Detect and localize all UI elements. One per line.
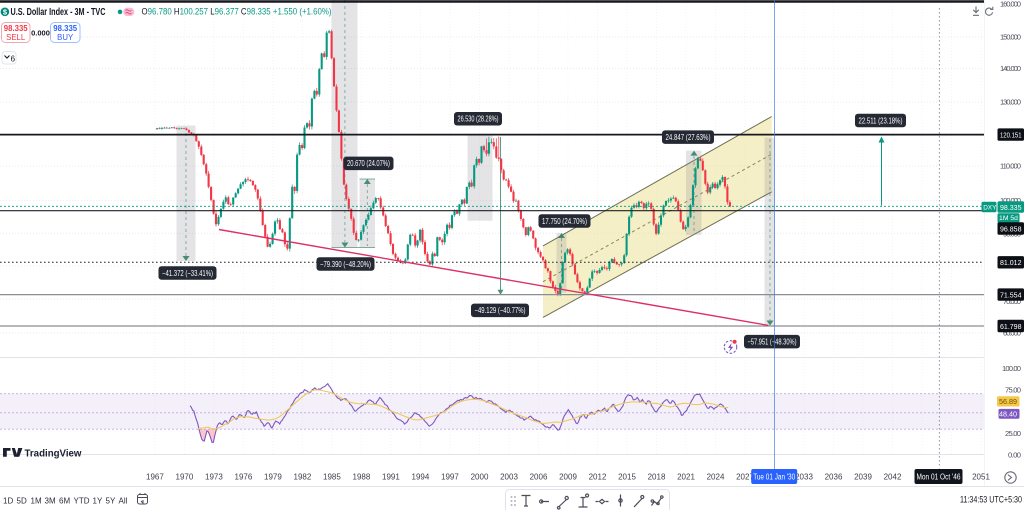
svg-text:110.000: 110.000: [1000, 162, 1021, 171]
svg-text:2012: 2012: [589, 473, 607, 482]
svg-text:2021: 2021: [677, 473, 695, 482]
svg-text:Mon 01 Oct '46: Mon 01 Oct '46: [917, 472, 961, 481]
svg-text:SELL: SELL: [6, 33, 26, 42]
svg-text:2015: 2015: [618, 473, 636, 482]
svg-text:−41.372 (−33.41%): −41.372 (−33.41%): [162, 269, 213, 278]
svg-text:160.000: 160.000: [1000, 0, 1021, 9]
svg-text:2000: 2000: [471, 473, 489, 482]
svg-text:6M: 6M: [59, 497, 70, 506]
svg-text:0.000: 0.000: [31, 28, 50, 37]
svg-text:1997: 1997: [441, 473, 459, 482]
svg-text:26.530 (28.28%): 26.530 (28.28%): [458, 115, 499, 124]
svg-text:1991: 1991: [382, 473, 400, 482]
svg-text:98.335: 98.335: [1000, 203, 1022, 212]
svg-text:130.000: 130.000: [1000, 98, 1021, 107]
svg-text:70.000: 70.000: [1003, 297, 1021, 306]
svg-text:2024: 2024: [707, 473, 725, 482]
svg-text:60.000: 60.000: [1003, 329, 1021, 338]
svg-text:1979: 1979: [264, 473, 282, 482]
svg-text:2027: 2027: [736, 473, 754, 482]
svg-text:2003: 2003: [500, 473, 518, 482]
svg-text:98.335: 98.335: [53, 24, 78, 33]
svg-text:1967: 1967: [146, 473, 164, 482]
svg-text:YTD: YTD: [74, 497, 90, 506]
svg-text:1M: 1M: [31, 497, 42, 506]
svg-text:24.847 (27.63%): 24.847 (27.63%): [666, 133, 711, 142]
svg-text:56.89: 56.89: [999, 397, 1017, 406]
svg-text:2039: 2039: [854, 473, 872, 482]
svg-text:17.750 (24.70%): 17.750 (24.70%): [542, 217, 587, 226]
svg-text:6: 6: [11, 54, 16, 63]
svg-text:1M 5d: 1M 5d: [999, 215, 1018, 222]
svg-text:1985: 1985: [323, 473, 341, 482]
svg-text:25.00: 25.00: [1005, 429, 1021, 438]
svg-text:2042: 2042: [884, 473, 902, 482]
svg-text:1973: 1973: [205, 473, 223, 482]
svg-text:−49.129 (−40.77%): −49.129 (−40.77%): [475, 306, 526, 315]
svg-text:1Y: 1Y: [93, 497, 103, 506]
svg-text:96.858: 96.858: [1000, 224, 1022, 233]
svg-text:1D: 1D: [3, 497, 13, 506]
svg-text:11:34:53 UTC+5:30: 11:34:53 UTC+5:30: [960, 495, 1022, 505]
svg-text:$: $: [3, 8, 8, 17]
svg-text:150.000: 150.000: [1000, 33, 1021, 42]
svg-text:−79.390 (−48.20%): −79.390 (−48.20%): [320, 260, 371, 269]
svg-text:1970: 1970: [176, 473, 194, 482]
svg-text:98.335: 98.335: [4, 24, 29, 33]
svg-text:2033: 2033: [795, 473, 813, 482]
svg-text:71.554: 71.554: [1000, 290, 1022, 299]
svg-text:5Y: 5Y: [106, 497, 116, 506]
svg-text:2009: 2009: [559, 473, 577, 482]
svg-text:All: All: [119, 497, 128, 506]
svg-text:DXY: DXY: [983, 204, 997, 211]
svg-text:Tue 01 Jan '30: Tue 01 Jan '30: [753, 472, 796, 481]
svg-text:48.40: 48.40: [999, 410, 1017, 419]
svg-text:2036: 2036: [825, 473, 843, 482]
svg-text:1982: 1982: [294, 473, 312, 482]
svg-text:81.012: 81.012: [1000, 258, 1022, 267]
svg-text:1976: 1976: [235, 473, 253, 482]
svg-text:U.S. Dollar Index - 3M - TVC: U.S. Dollar Index - 3M - TVC: [11, 7, 106, 18]
svg-text:3M: 3M: [45, 497, 56, 506]
svg-text:BUY: BUY: [57, 33, 74, 42]
svg-text:2018: 2018: [648, 473, 666, 482]
svg-text:2006: 2006: [530, 473, 548, 482]
svg-text:1994: 1994: [412, 473, 430, 482]
svg-text:61.798: 61.798: [1000, 322, 1022, 331]
svg-text:−57.951 (−48.30%): −57.951 (−48.30%): [748, 338, 797, 347]
svg-text:O96.780 H100.257 L96.377 C98.3: O96.780 H100.257 L96.377 C98.335 +1.550 …: [142, 7, 332, 17]
svg-text:0.00: 0.00: [1008, 451, 1021, 460]
svg-text:TradingView: TradingView: [25, 448, 83, 460]
svg-text:100.000: 100.000: [1000, 196, 1021, 205]
svg-text:120.151: 120.151: [1000, 130, 1022, 139]
svg-text:22.511 (23.18%): 22.511 (23.18%): [859, 117, 903, 126]
svg-text:100.00: 100.00: [1002, 364, 1021, 373]
svg-text:75.00: 75.00: [1005, 386, 1021, 395]
svg-text:2051: 2051: [972, 473, 990, 482]
svg-text:140.000: 140.000: [1000, 64, 1021, 73]
svg-text:20.670 (24.07%): 20.670 (24.07%): [347, 159, 390, 168]
svg-text:5D: 5D: [17, 497, 27, 506]
svg-text:1988: 1988: [353, 473, 371, 482]
